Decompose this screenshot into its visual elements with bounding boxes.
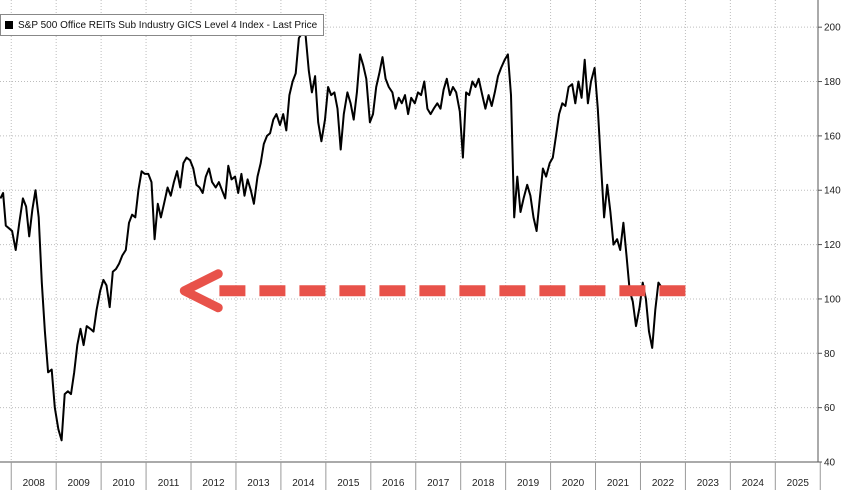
y-tick-label: 180 bbox=[824, 77, 841, 88]
legend-label: S&P 500 Office REITs Sub Industry GICS L… bbox=[18, 19, 318, 31]
y-tick-label: 100 bbox=[824, 294, 841, 305]
y-tick-label: 160 bbox=[824, 131, 841, 142]
y-axis: 40 60 80 100 120 140 160 180 200 bbox=[818, 23, 841, 469]
x-tick-label: 2021 bbox=[607, 478, 630, 489]
x-tick-label: 2014 bbox=[292, 478, 315, 489]
y-tick-label: 80 bbox=[824, 349, 836, 360]
x-tick-label: 2020 bbox=[562, 478, 585, 489]
series-line bbox=[0, 31, 663, 442]
y-tick-label: 40 bbox=[824, 458, 836, 469]
x-axis: 2008 2009 2010 2011 2012 2013 2014 2015 2016 2017… bbox=[10, 462, 821, 490]
x-tick-label: 2017 bbox=[427, 478, 450, 489]
x-tick-label: 2013 bbox=[247, 478, 270, 489]
x-tick-label: 2016 bbox=[382, 478, 405, 489]
x-tick-label: 2022 bbox=[652, 478, 675, 489]
x-tick-label: 2015 bbox=[337, 478, 360, 489]
x-tick-label: 2019 bbox=[517, 478, 540, 489]
y-tick-label: 120 bbox=[824, 240, 841, 251]
y-tick-label: 140 bbox=[824, 186, 841, 197]
y-tick-label: 200 bbox=[824, 23, 841, 34]
x-tick-label: 2011 bbox=[158, 478, 180, 489]
x-tick-label: 2018 bbox=[472, 478, 495, 489]
x-tick-label: 2010 bbox=[112, 478, 135, 489]
annotation-group bbox=[179, 269, 686, 313]
axis-frame bbox=[0, 0, 819, 463]
series-group bbox=[0, 31, 663, 442]
y-tick-label: 60 bbox=[824, 403, 836, 414]
x-tick-label: 2024 bbox=[742, 478, 765, 489]
grid-lines bbox=[0, 0, 818, 463]
x-tick-label: 2008 bbox=[23, 478, 46, 489]
legend: S&P 500 Office REITs Sub Industry GICS L… bbox=[0, 14, 325, 36]
x-tick-label: 2009 bbox=[68, 478, 91, 489]
legend-swatch bbox=[5, 21, 13, 29]
x-tick-label: 2025 bbox=[787, 478, 810, 489]
x-tick-label: 2023 bbox=[697, 478, 720, 489]
x-tick-label: 2012 bbox=[202, 478, 225, 489]
arrow-head bbox=[179, 269, 223, 313]
